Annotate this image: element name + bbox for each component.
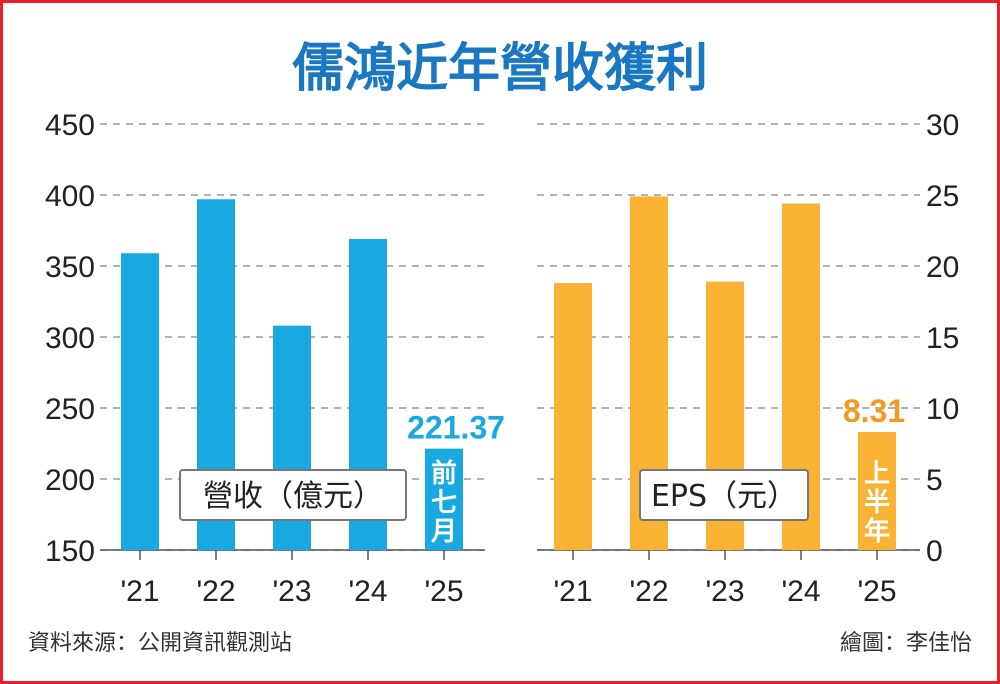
y-tick-label: 450 [45, 109, 95, 142]
y-tick-label: 150 [45, 535, 95, 568]
chart-title: 儒鴻近年營收獲利 [292, 39, 708, 99]
x-tick-label: '23 [705, 575, 744, 608]
source-note: 資料來源：公開資訊觀測站 [28, 631, 292, 656]
y-tick-label: 250 [45, 393, 95, 426]
y-tick-label: 350 [45, 251, 95, 284]
x-tick-label: '24 [781, 575, 820, 608]
y-tick-label: 200 [45, 464, 95, 497]
data-label: 221.37 [407, 410, 505, 446]
revenue-chart: 150 200 250 300 350 400 450 '21 '22 '23 '24 '25 221.… [45, 109, 505, 608]
y-tick-label: 5 [926, 464, 943, 497]
bar [554, 283, 592, 550]
bar [858, 431, 896, 550]
legend-label: 營收（億元） [203, 479, 383, 514]
x-tick-label: '24 [348, 575, 387, 608]
x-tick-label: '25 [424, 575, 463, 608]
bar [121, 253, 159, 550]
data-label: 8.31 [843, 393, 905, 429]
period-note-char: 年 [864, 516, 890, 547]
x-tick-label: '21 [120, 575, 159, 608]
period-note-char: 七 [431, 488, 457, 518]
y-tick-label: 300 [45, 322, 95, 355]
period-note-char: 前 [431, 458, 457, 489]
credit-note: 繪圖：李佳怡 [840, 631, 972, 656]
x-tick-label: '21 [553, 575, 592, 608]
period-note-char: 半 [864, 488, 890, 518]
y-tick-label: 30 [926, 109, 959, 142]
legend-box [639, 469, 809, 521]
period-note-char: 月 [430, 517, 457, 547]
y-tick-label: 10 [926, 393, 959, 426]
y-tick-label: 400 [45, 180, 95, 213]
y-tick-label: 0 [926, 535, 943, 568]
x-tick-label: '23 [272, 575, 311, 608]
y-tick-label: 15 [926, 322, 959, 355]
x-tick-label: '25 [857, 575, 896, 608]
period-note-char: 上 [864, 459, 890, 489]
y-tick-label: 25 [926, 180, 959, 213]
x-tick-label: '22 [629, 575, 668, 608]
legend-label: EPS（元） [651, 479, 797, 514]
bar [425, 448, 463, 550]
legend-box [179, 469, 407, 521]
eps-chart: 0 5 10 15 20 25 30 '21 '22 '23 '24 '25 8.31 上半年 EPS（元） [537, 109, 959, 608]
y-tick-label: 20 [926, 251, 959, 284]
x-tick-label: '22 [196, 575, 235, 608]
